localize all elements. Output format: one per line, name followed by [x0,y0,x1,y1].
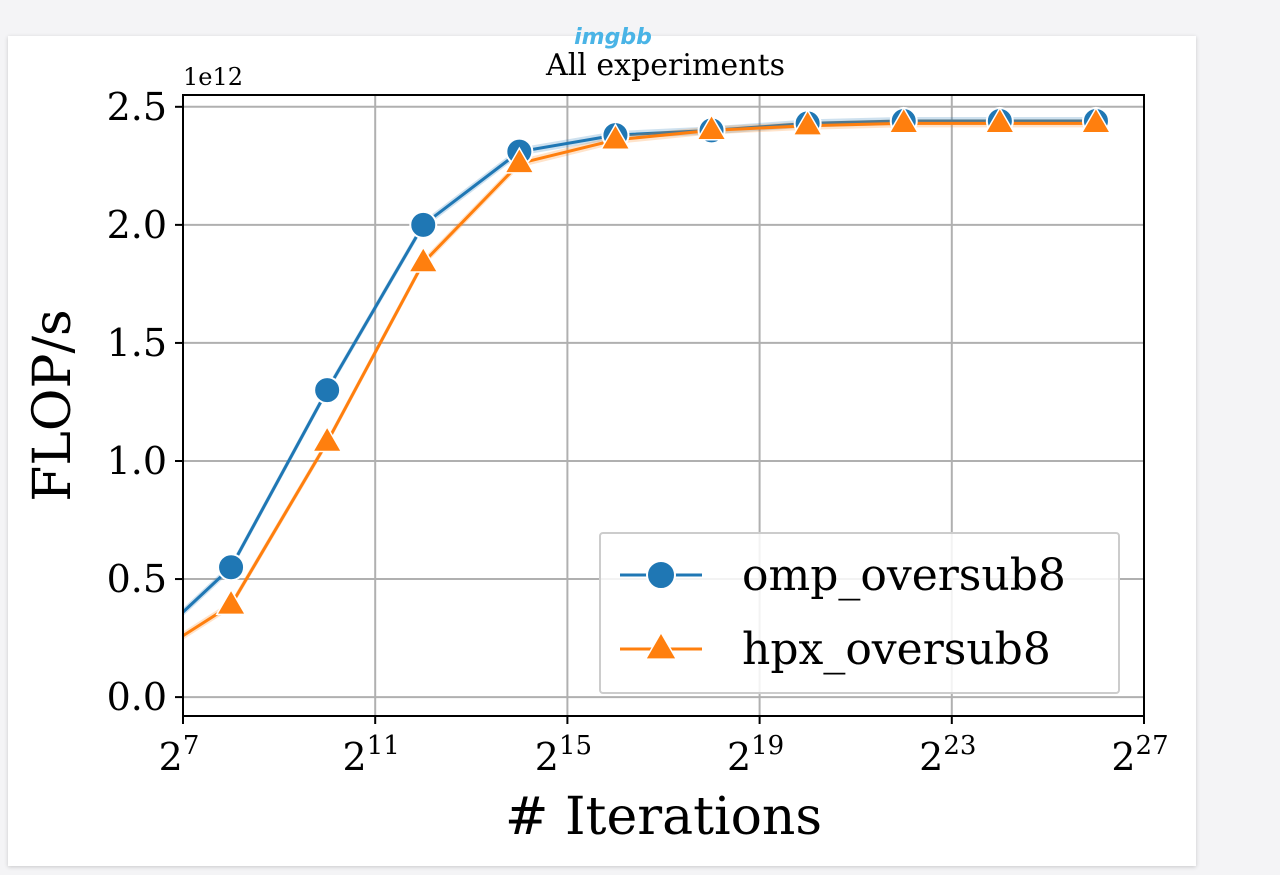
x-tick-label: 215 [535,731,592,779]
hpx_oversub8-point [599,123,632,150]
axes-frame [182,94,1145,717]
hpx_oversub8-point [215,588,247,616]
y-tick-label: 2.5 [107,85,167,129]
legend: omp_oversub8 hpx_oversub8 [599,532,1120,694]
x-tick-label: 211 [343,731,400,779]
hpx_oversub8-point [407,245,439,273]
y-offset-label: 1e12 [183,63,243,91]
confidence-band [183,116,1096,617]
y-tick-label: 0.0 [107,675,167,719]
legend-marker [646,560,676,590]
legend-box [599,532,1120,694]
hpx_oversub8-point [503,146,535,174]
y-tick-label: 0.5 [107,557,167,601]
legend-marker [644,631,678,660]
hpx_oversub8-point [695,113,728,141]
omp_oversub8-point [313,376,342,405]
omp_oversub8-point [409,210,438,239]
omp_oversub8-point [217,553,246,582]
x-tick-label: 27 [159,731,200,779]
x-tick-label: 227 [1111,731,1168,779]
chart-title: All experiments [545,48,785,83]
x-tick-label: 223 [919,731,976,779]
hpx_oversub8-point [792,108,824,136]
hpx_oversub8-point [984,106,1016,134]
x-tick-label: 219 [727,731,784,779]
hpx_oversub8-point [1080,106,1112,134]
y-axis-label: FLOP/s [23,309,83,501]
watermark-logo: imgbb [574,25,652,50]
y-tick-label: 1.5 [107,321,167,365]
y-tick-label: 2.0 [107,203,167,247]
legend-label: hpx_oversub8 [742,624,1051,675]
x-axis-label: # Iterations [505,787,822,847]
hpx_oversub8-point [888,106,920,134]
y-tick-label: 1.0 [107,439,167,483]
legend-label: omp_oversub8 [742,550,1066,601]
hpx_oversub8-point [311,425,343,453]
